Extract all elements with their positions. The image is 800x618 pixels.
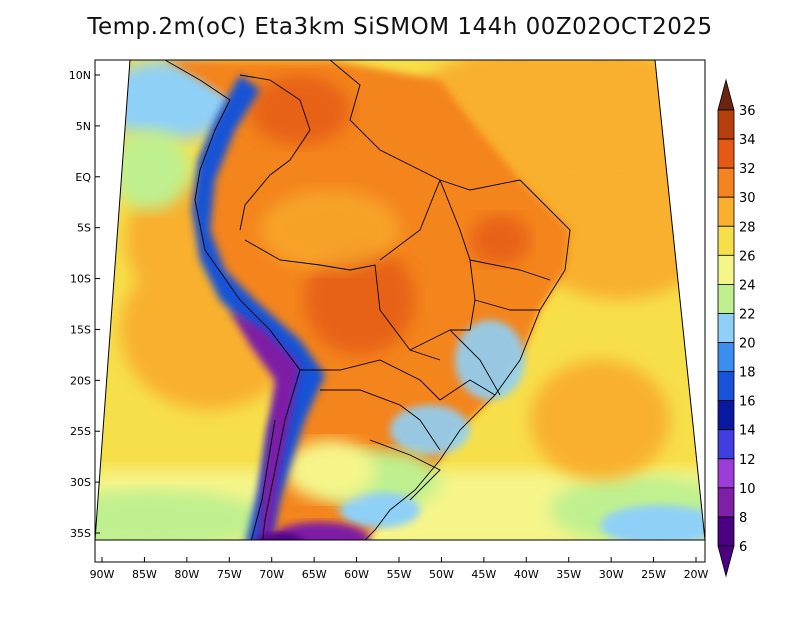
colorbar-label: 36 (739, 104, 756, 119)
colorbar-swatch (717, 167, 735, 198)
map-title: Temp.2m(oC) Eta3km SiSMOM 144h 00Z02OCT2… (87, 14, 713, 40)
lon-tick-label: 20W (684, 568, 709, 581)
lat-tick-label: 30S (70, 476, 91, 489)
lat-tick-label: 20S (70, 374, 91, 387)
lon-tick-label: 65W (302, 568, 327, 581)
lat-tick-label: 10S (70, 273, 91, 286)
colorbar-swatch (717, 458, 735, 489)
lon-tick-label: 35W (556, 568, 581, 581)
lon-tick-label: 85W (132, 568, 157, 581)
lon-tick-label: 75W (217, 568, 242, 581)
colorbar-label: 34 (739, 133, 756, 148)
lon-tick-label: 25W (641, 568, 666, 581)
lat-tick-label: EQ (75, 171, 91, 184)
country-borders (164, 60, 571, 540)
axes-frame (94, 59, 706, 563)
colorbar-swatch (717, 313, 735, 343)
colorbar-swatch (717, 487, 735, 518)
lon-tick-label: 90W (90, 568, 115, 581)
colorbar-label: 24 (739, 278, 756, 293)
colorbar-label: 16 (739, 395, 756, 410)
lon-tick-label: 30W (599, 568, 624, 581)
colorbar-label: 26 (739, 249, 756, 264)
lon-tick-label: 40W (514, 568, 539, 581)
colorbar-swatch (717, 371, 735, 402)
lat-tick-label: 5N (76, 120, 91, 133)
lon-tick-label: 45W (471, 568, 496, 581)
colorbar-swatch (717, 225, 735, 256)
temperature-field (95, 60, 705, 540)
axis-ticks: 10N 5N EQ 5S 10S 15S 20S 25S 30S 35S 90W 85W 80W 75W 7… (69, 69, 709, 581)
colorbar-label: 18 (739, 366, 756, 381)
colorbar-label: 20 (739, 337, 756, 352)
colorbar-label: 12 (739, 453, 756, 468)
colorbar-label: 32 (739, 162, 756, 177)
lat-tick-label: 25S (70, 425, 91, 438)
colorbar-label: 10 (739, 482, 756, 497)
colorbar-swatch (717, 109, 735, 140)
colorbar-swatch (717, 254, 735, 285)
colorbar-label: 22 (739, 307, 756, 322)
colorbar-low-arrow (717, 545, 735, 578)
lon-tick-label: 55W (387, 568, 412, 581)
colorbar-swatch (717, 400, 735, 431)
colorbar-swatch (717, 516, 735, 547)
lon-tick-label: 70W (259, 568, 284, 581)
colorbar-high-arrow (717, 78, 735, 111)
colorbar-swatch (717, 283, 735, 314)
lon-tick-label: 60W (344, 568, 369, 581)
colorbar-swatch (717, 196, 735, 227)
colorbar-swatch (717, 342, 735, 372)
colorbar-swatch (717, 138, 735, 169)
lon-tick-label: 50W (429, 568, 454, 581)
lat-tick-label: 5S (77, 222, 91, 235)
lat-tick-label: 10N (69, 69, 91, 82)
colorbar-label: 30 (739, 191, 756, 206)
colorbar-label: 8 (739, 511, 747, 526)
lat-tick-label: 35S (70, 527, 91, 540)
colorbar: 6 8 10 12 14 16 18 20 22 24 26 28 30 32 34 36 (717, 78, 756, 578)
colorbar-label: 6 (739, 540, 747, 555)
colorbar-label: 14 (739, 424, 756, 439)
colorbar-swatch (717, 429, 735, 460)
lat-tick-label: 15S (70, 323, 91, 336)
colorbar-label: 28 (739, 220, 756, 235)
lon-tick-label: 80W (174, 568, 199, 581)
